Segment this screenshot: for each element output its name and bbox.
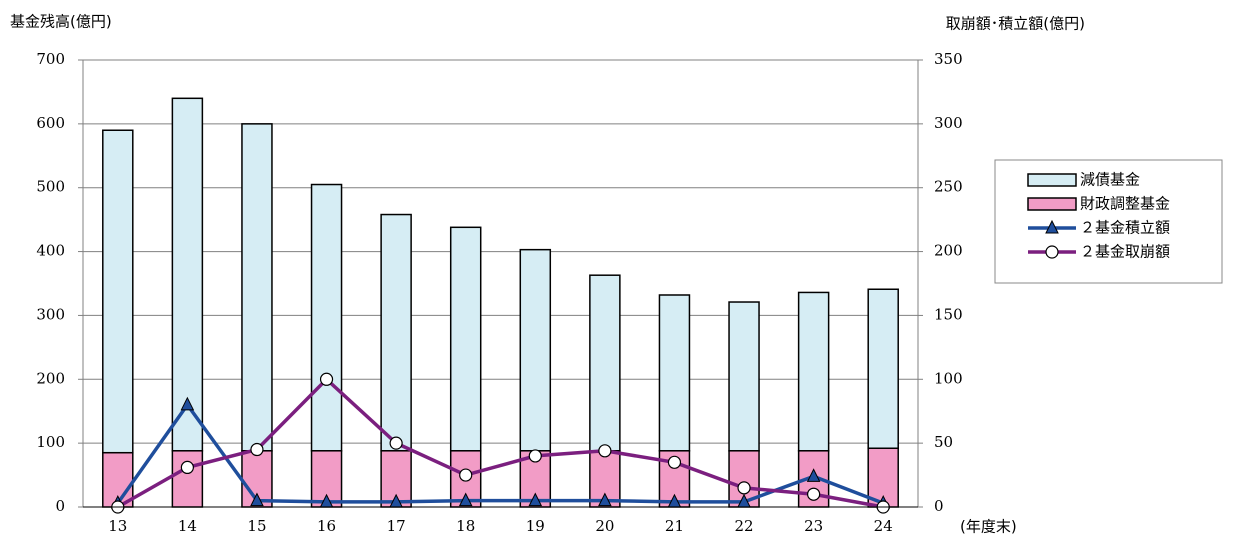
y2-tick-label: 200 xyxy=(934,242,963,260)
y-tick-label: 600 xyxy=(36,114,65,132)
marker xyxy=(1045,219,1059,234)
x-tick-label: 14 xyxy=(178,517,197,535)
legend-label: 減債基金 xyxy=(1080,171,1140,189)
y-tick-label: 0 xyxy=(55,497,65,515)
marker xyxy=(528,449,542,463)
bar xyxy=(102,129,134,454)
marker xyxy=(807,487,821,501)
marker xyxy=(389,436,403,450)
y-tick-label: 500 xyxy=(36,178,65,196)
y-tick-label: 300 xyxy=(36,305,65,323)
legend-label: 財政調整基金 xyxy=(1080,195,1170,213)
legend-label: ２基金積立額 xyxy=(1080,219,1170,237)
x-tick-label: 16 xyxy=(317,517,336,535)
plot-area xyxy=(82,59,919,508)
y2-tick-label: 250 xyxy=(934,178,963,196)
y-tick-label: 200 xyxy=(36,369,65,387)
bar xyxy=(519,248,552,452)
y-tick-label: 400 xyxy=(36,242,65,260)
marker xyxy=(319,372,334,386)
bar xyxy=(658,294,691,452)
x-tick-label: 17 xyxy=(387,517,406,535)
marker xyxy=(180,460,194,475)
y2-tick-label: 50 xyxy=(934,433,953,451)
x-tick-label: 23 xyxy=(804,517,823,535)
line xyxy=(116,401,884,505)
x-tick-label: 15 xyxy=(247,517,266,535)
x-tick-label: 20 xyxy=(595,517,614,535)
bar xyxy=(589,274,621,452)
bar xyxy=(241,123,273,452)
marker xyxy=(598,444,612,458)
marker xyxy=(528,492,543,507)
bar xyxy=(310,183,343,452)
y2-tick-label: 350 xyxy=(934,50,963,68)
x-axis-label: (年度末) xyxy=(960,518,1017,536)
x-tick-label: 18 xyxy=(456,517,475,535)
x-tick-label: 22 xyxy=(734,517,753,535)
x-tick-label: 19 xyxy=(526,517,545,535)
marker xyxy=(180,396,195,411)
marker xyxy=(250,442,264,457)
marker xyxy=(250,492,264,507)
marker xyxy=(1045,245,1059,259)
x-tick-label: 21 xyxy=(665,517,684,535)
bar xyxy=(449,226,482,452)
bar xyxy=(171,450,204,508)
bar xyxy=(380,213,412,452)
bar xyxy=(171,97,204,452)
line xyxy=(116,376,884,509)
marker xyxy=(598,492,612,507)
marker xyxy=(458,492,473,507)
marker xyxy=(667,455,682,469)
x-tick-label: 13 xyxy=(108,517,127,535)
legend-swatch xyxy=(1027,197,1077,211)
marker xyxy=(806,468,821,482)
y-tick-label: 700 xyxy=(36,50,65,68)
bar xyxy=(867,288,899,450)
y2-tick-label: 100 xyxy=(934,369,963,387)
y-tick-label: 100 xyxy=(36,433,65,451)
y2-tick-label: 150 xyxy=(934,305,963,323)
y-axis-label: 基金残高(億円) xyxy=(10,13,112,31)
y2-axis-label: 取崩額･積立額(億円) xyxy=(946,15,1085,33)
y2-tick-label: 0 xyxy=(934,497,944,515)
y2-tick-label: 300 xyxy=(934,114,963,132)
legend-swatch xyxy=(1027,173,1077,187)
x-tick-label: 24 xyxy=(874,517,893,535)
legend-label: ２基金取崩額 xyxy=(1080,243,1170,261)
marker xyxy=(737,481,751,495)
bar xyxy=(797,291,830,452)
bar xyxy=(728,301,760,452)
marker xyxy=(459,468,473,482)
